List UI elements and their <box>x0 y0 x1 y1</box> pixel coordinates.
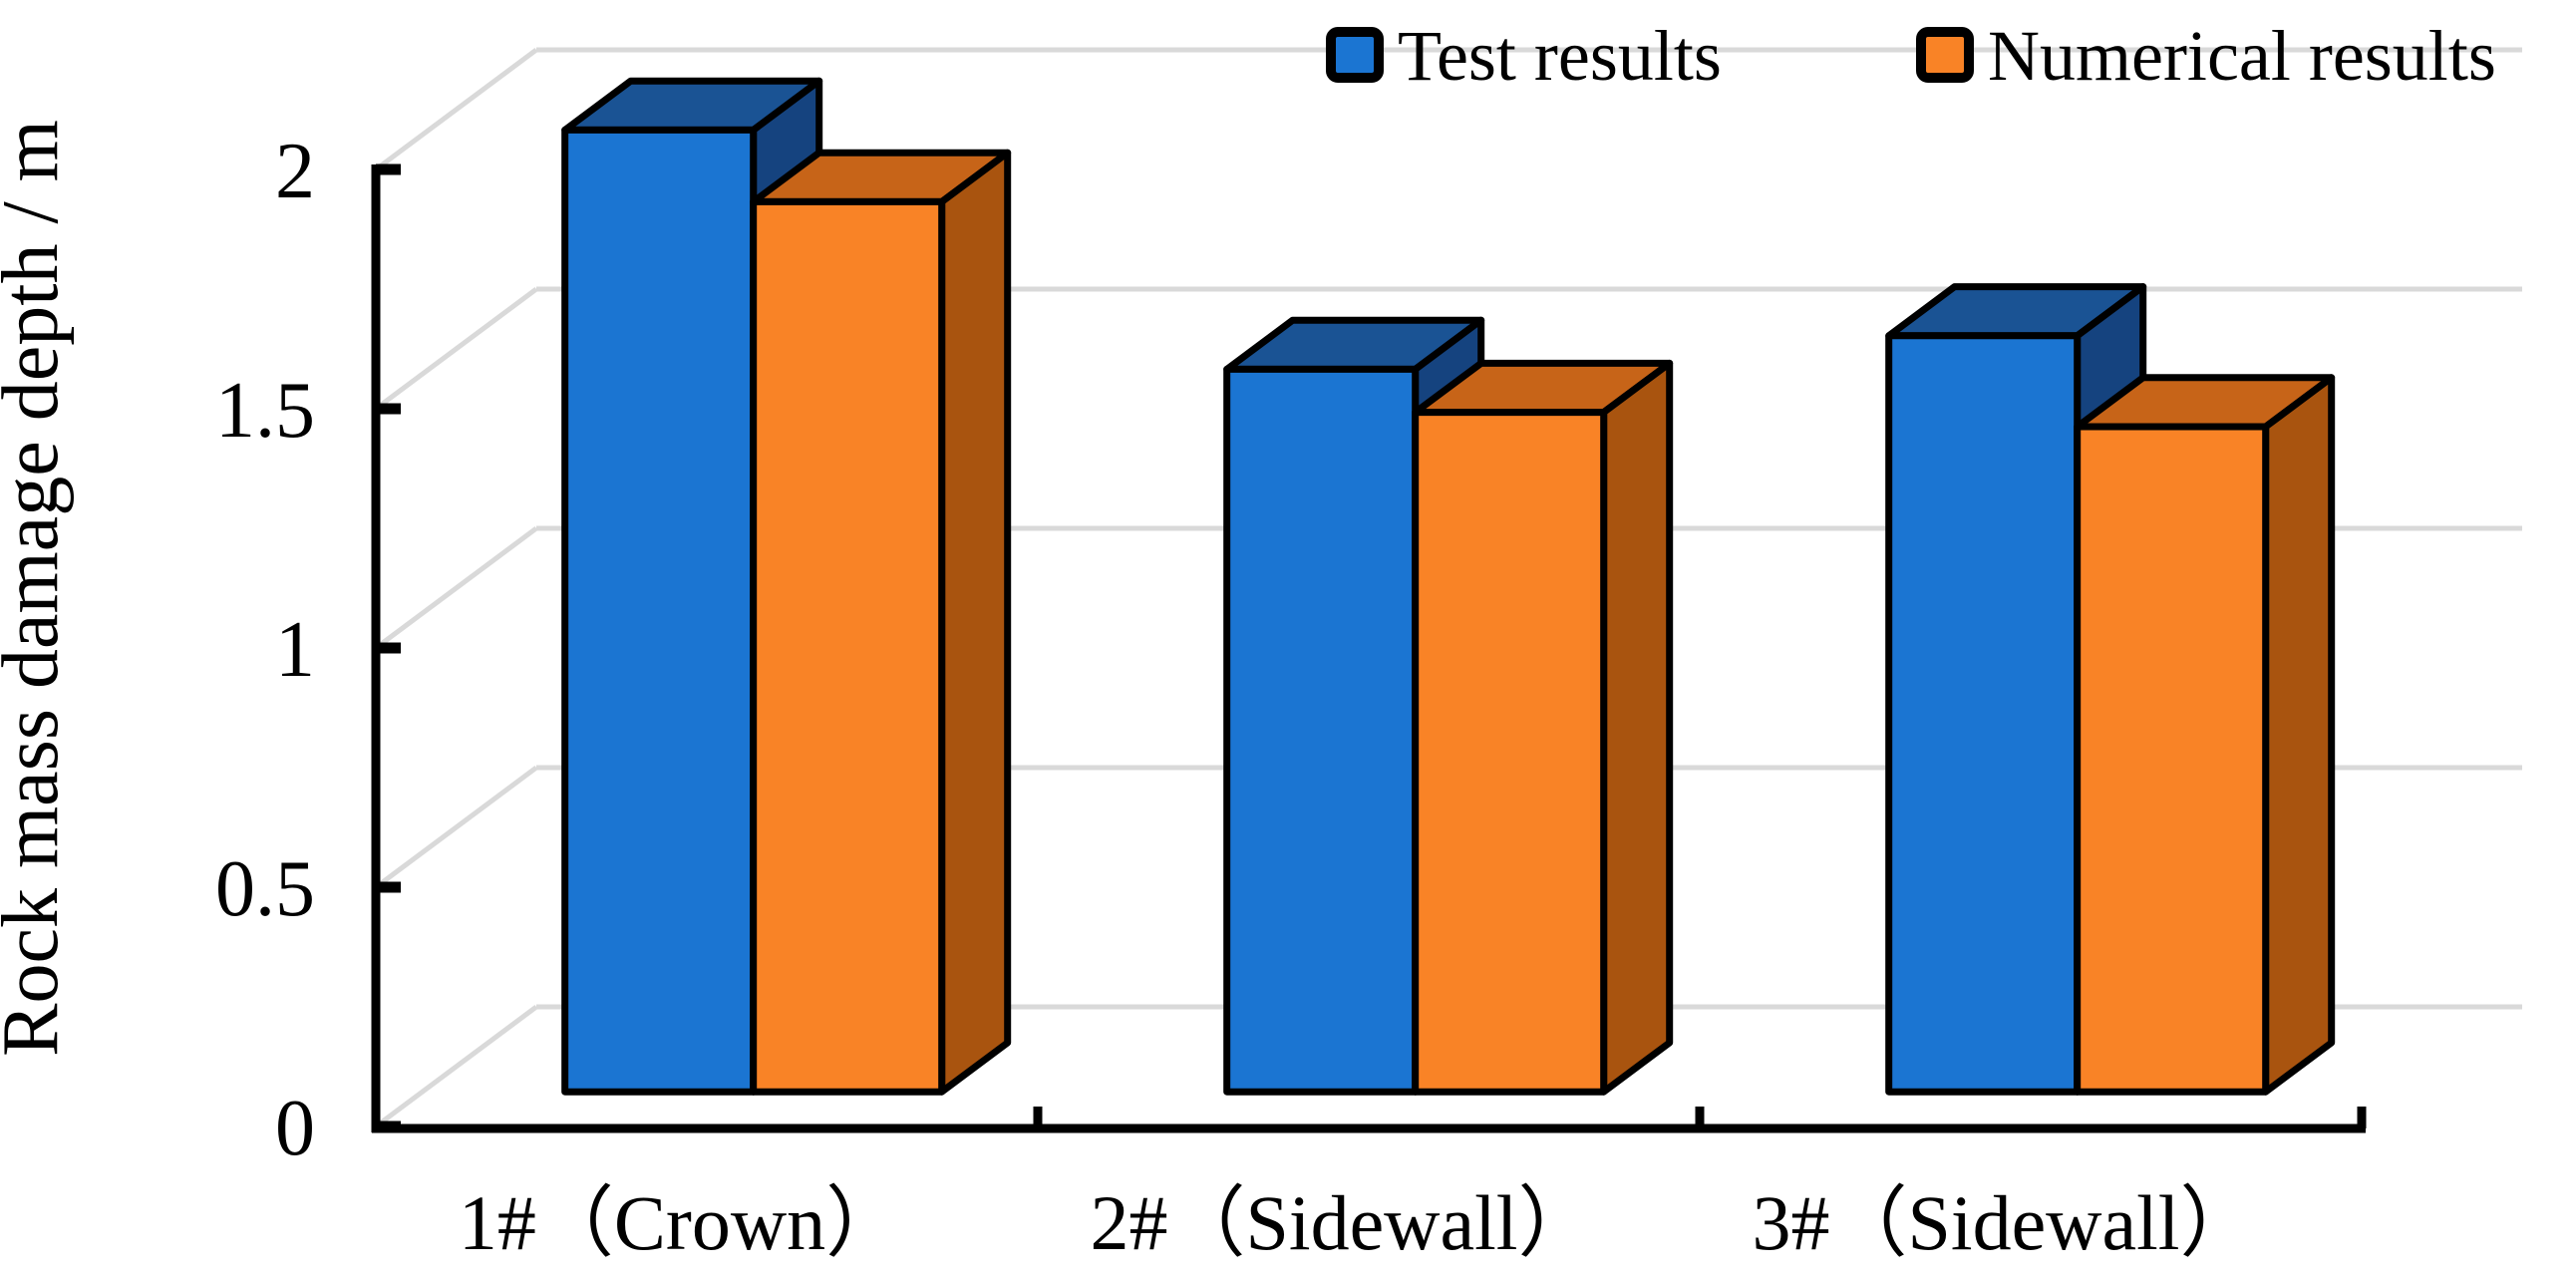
legend-label: Test results <box>1398 16 1722 96</box>
y-tick-labels: 0 0.5 1 1.5 2 <box>215 128 315 1172</box>
y-tick-label: 1 <box>275 606 315 694</box>
legend-entry-numerical-results: Numerical results <box>1916 16 2496 96</box>
legend-entry-test-results: Test results <box>1326 16 1722 96</box>
bars <box>561 77 2336 1096</box>
legend-swatch-icon <box>1916 27 1974 83</box>
bar-side-face <box>938 149 1012 1096</box>
bar-side-face <box>2262 374 2336 1096</box>
gridline-diagonal <box>374 1004 538 1129</box>
y-axis-title: Rock mass damage depth / m <box>0 120 75 1057</box>
bar-front-face <box>1885 332 2082 1096</box>
bar-front-face <box>1223 365 1420 1096</box>
y-tick-label: 0 <box>275 1085 315 1172</box>
axes <box>371 163 2367 1133</box>
category-label: 3#（Sidewall） <box>1753 1179 2258 1266</box>
category-labels: 1#（Crown） 2#（Sidewall） 3#（Sidewall） <box>459 1179 2258 1266</box>
gridline-diagonal <box>374 525 538 651</box>
legend: Test results Numerical results <box>1326 16 2496 96</box>
y-tick-label: 2 <box>275 128 315 215</box>
y-tick-label: 0.5 <box>215 845 315 933</box>
category-label: 2#（Sidewall） <box>1091 1179 1596 1266</box>
legend-swatch-icon <box>1326 27 1384 83</box>
bar-front-face <box>561 126 758 1096</box>
bar-numerical-results-1 <box>750 149 1012 1096</box>
gridline-diagonal <box>374 286 538 412</box>
gridline-diagonal <box>374 47 538 172</box>
bar-front-face <box>1412 409 1608 1096</box>
bar-numerical-results-3 <box>2074 374 2336 1096</box>
bar-front-face <box>2074 423 2270 1096</box>
bar-side-face <box>1600 359 1674 1096</box>
legend-label: Numerical results <box>1988 16 2496 96</box>
bar-numerical-results-2 <box>1412 359 1674 1096</box>
bar-front-face <box>750 197 946 1096</box>
gridline-diagonal <box>374 765 538 890</box>
category-label: 1#（Crown） <box>459 1179 903 1266</box>
y-tick-label: 1.5 <box>215 367 315 455</box>
